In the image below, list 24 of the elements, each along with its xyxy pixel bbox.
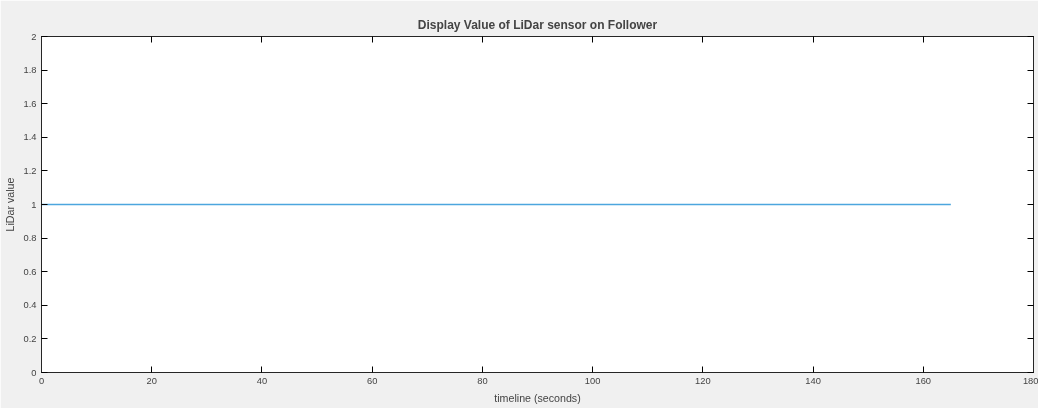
x-axis-title: timeline (seconds)	[494, 391, 581, 404]
x-tick-label: 120	[695, 375, 711, 386]
x-tick-label: 140	[805, 375, 821, 386]
x-tick-label: 100	[584, 375, 601, 386]
x-tick-label: 40	[256, 375, 268, 386]
y-tick-label: 0.6	[23, 266, 37, 277]
y-tick-label: 2	[31, 31, 37, 42]
x-tick-label: 0	[38, 375, 45, 386]
y-tick-label: 1.8	[23, 65, 37, 76]
y-tick-label: 0.8	[23, 233, 37, 244]
x-tick-label: 160	[915, 375, 932, 386]
y-tick-label: 0.2	[23, 333, 37, 344]
y-tick-label: 1.4	[23, 132, 37, 143]
y-tick-label: 1	[31, 199, 37, 210]
x-tick-label: 60	[366, 375, 378, 386]
x-tick-label: 20	[146, 375, 157, 386]
y-tick-label: 0.4	[23, 300, 37, 311]
x-tick-label: 80	[477, 375, 488, 386]
y-axis-title: LiDar value	[3, 177, 16, 232]
y-tick-label: 1.6	[23, 98, 37, 109]
y-tick-label: 1.2	[23, 165, 37, 176]
y-tick-label: 0	[31, 367, 37, 378]
chart-title: Display Value of LiDar sensor on Follower	[417, 17, 658, 32]
x-tick-label: 180	[1022, 375, 1038, 386]
